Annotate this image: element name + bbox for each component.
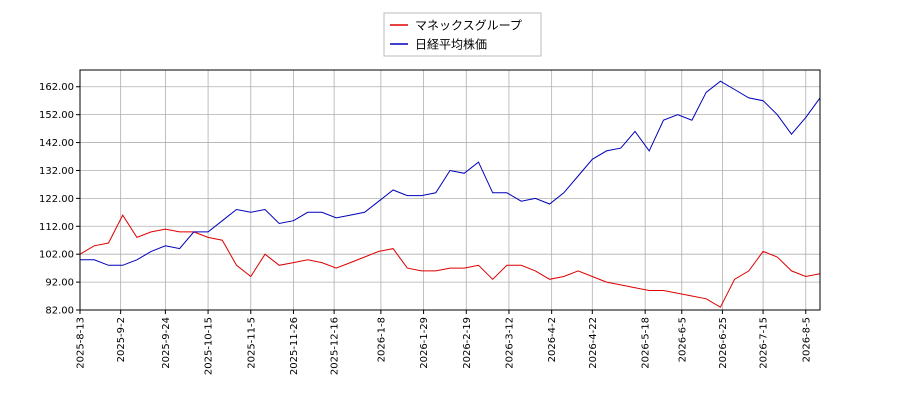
y-tick-label: 112.00 — [39, 222, 74, 233]
x-tick-label: 2026-1-8 — [376, 317, 387, 362]
x-tick-label: 2025-12-16 — [330, 317, 341, 375]
y-tick-label: 142.00 — [39, 138, 74, 149]
x-tick-label: 2026-3-12 — [504, 317, 515, 369]
y-tick-label: 162.00 — [39, 82, 74, 93]
x-tick-label: 2025-8-13 — [76, 317, 87, 369]
x-tick-label: 2026-2-19 — [462, 317, 473, 369]
legend-label: マネックスグループ — [415, 19, 522, 33]
y-tick-label: 102.00 — [39, 250, 74, 261]
legend-box — [383, 12, 542, 57]
x-tick-label: 2025-9-24 — [161, 317, 172, 369]
x-tick-label: 2025-11-5 — [246, 317, 257, 369]
x-tick-label: 2025-11-26 — [289, 317, 300, 375]
x-tick-label: 2026-1-29 — [419, 317, 430, 369]
data-line — [80, 80, 821, 266]
x-tick-label: 2026-5-18 — [641, 317, 652, 369]
y-tick-label: 122.00 — [39, 194, 74, 205]
x-tick-label: 2026-4-22 — [588, 317, 599, 369]
legend-label: 日経平均株価 — [415, 37, 487, 52]
data-line — [79, 214, 821, 308]
x-tick-label: 2026-6-25 — [718, 317, 729, 369]
x-tick-label: 2026-4-2 — [547, 317, 558, 362]
x-tick-label: 2025-9-2 — [116, 317, 127, 362]
x-tick-label: 2026-8-5 — [801, 317, 812, 362]
y-tick-label: 92.00 — [45, 278, 74, 289]
x-tick-label: 2026-6-5 — [677, 317, 688, 362]
plot-frame — [79, 69, 821, 311]
x-tick-label: 2025-10-15 — [204, 317, 215, 375]
y-tick-label: 132.00 — [39, 166, 74, 177]
y-tick-label: 82.00 — [45, 306, 74, 317]
y-tick-label: 152.00 — [39, 110, 74, 121]
x-tick-label: 2026-7-15 — [759, 317, 770, 369]
